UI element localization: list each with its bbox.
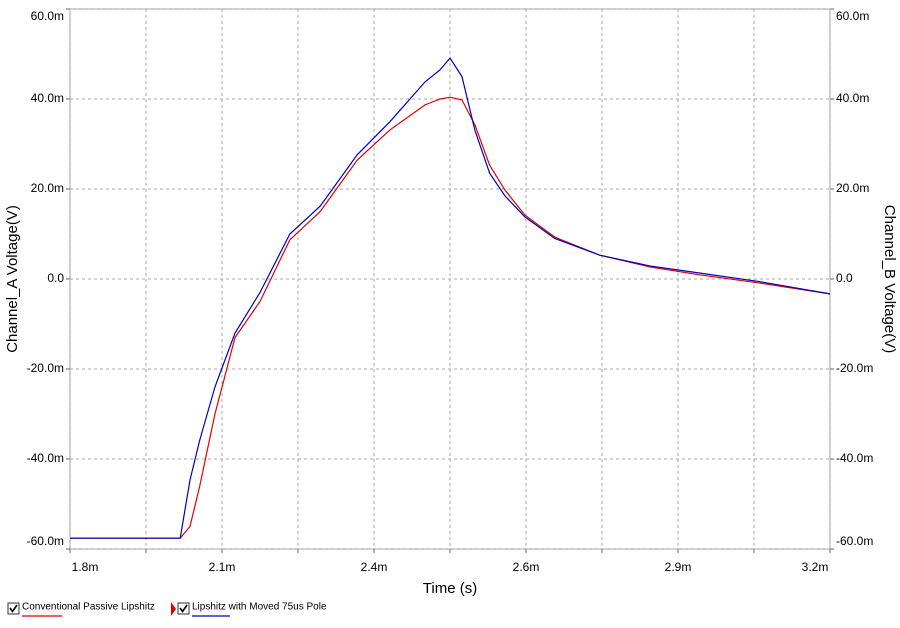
y2-tick-label: 60.0m — [836, 9, 869, 23]
y2-tick-label: -60.0m — [836, 534, 873, 548]
y-tick-label: -40.0m — [27, 451, 64, 465]
y2-tick-label: 0.0 — [836, 271, 853, 285]
x-tick-label: 2.9m — [665, 560, 692, 574]
y-tick-label: 0.0 — [47, 271, 64, 285]
x-tick-label: 2.1m — [209, 560, 236, 574]
legend-label: Lipshitz with Moved 75us Pole — [192, 602, 327, 613]
y2-tick-label: -40.0m — [836, 451, 873, 465]
y-tick-label: 60.0m — [31, 9, 64, 23]
x-tick-label: 2.4m — [361, 560, 388, 574]
y2-tick-label: 40.0m — [836, 91, 869, 105]
series-line — [70, 57, 831, 539]
legend-checkbox[interactable] — [177, 602, 190, 615]
x-tick-label: 2.6m — [513, 560, 540, 574]
legend-check — [9, 604, 18, 613]
x-tick-label: 1.8m — [72, 560, 99, 574]
y-axis-title: Channel_A Voltage(V) — [4, 205, 21, 353]
y-tick-label: -20.0m — [27, 361, 64, 375]
y2-tick-label: 20.0m — [836, 181, 869, 195]
legend-cursor — [171, 602, 176, 616]
y2-tick-label: -20.0m — [836, 361, 873, 375]
y2-axis-title: Channel_B Voltage(V) — [881, 205, 898, 353]
legend-check — [179, 604, 188, 613]
x-tick-label: 3.2m — [802, 560, 829, 574]
legend-checkbox[interactable] — [7, 602, 20, 615]
y-tick-label: -60.0m — [27, 534, 64, 548]
x-axis-title: Time (s) — [423, 580, 477, 597]
y-tick-label: 40.0m — [31, 91, 64, 105]
legend-label: Conventional Passive Lipshitz — [22, 602, 155, 613]
y-tick-label: 20.0m — [31, 181, 64, 195]
